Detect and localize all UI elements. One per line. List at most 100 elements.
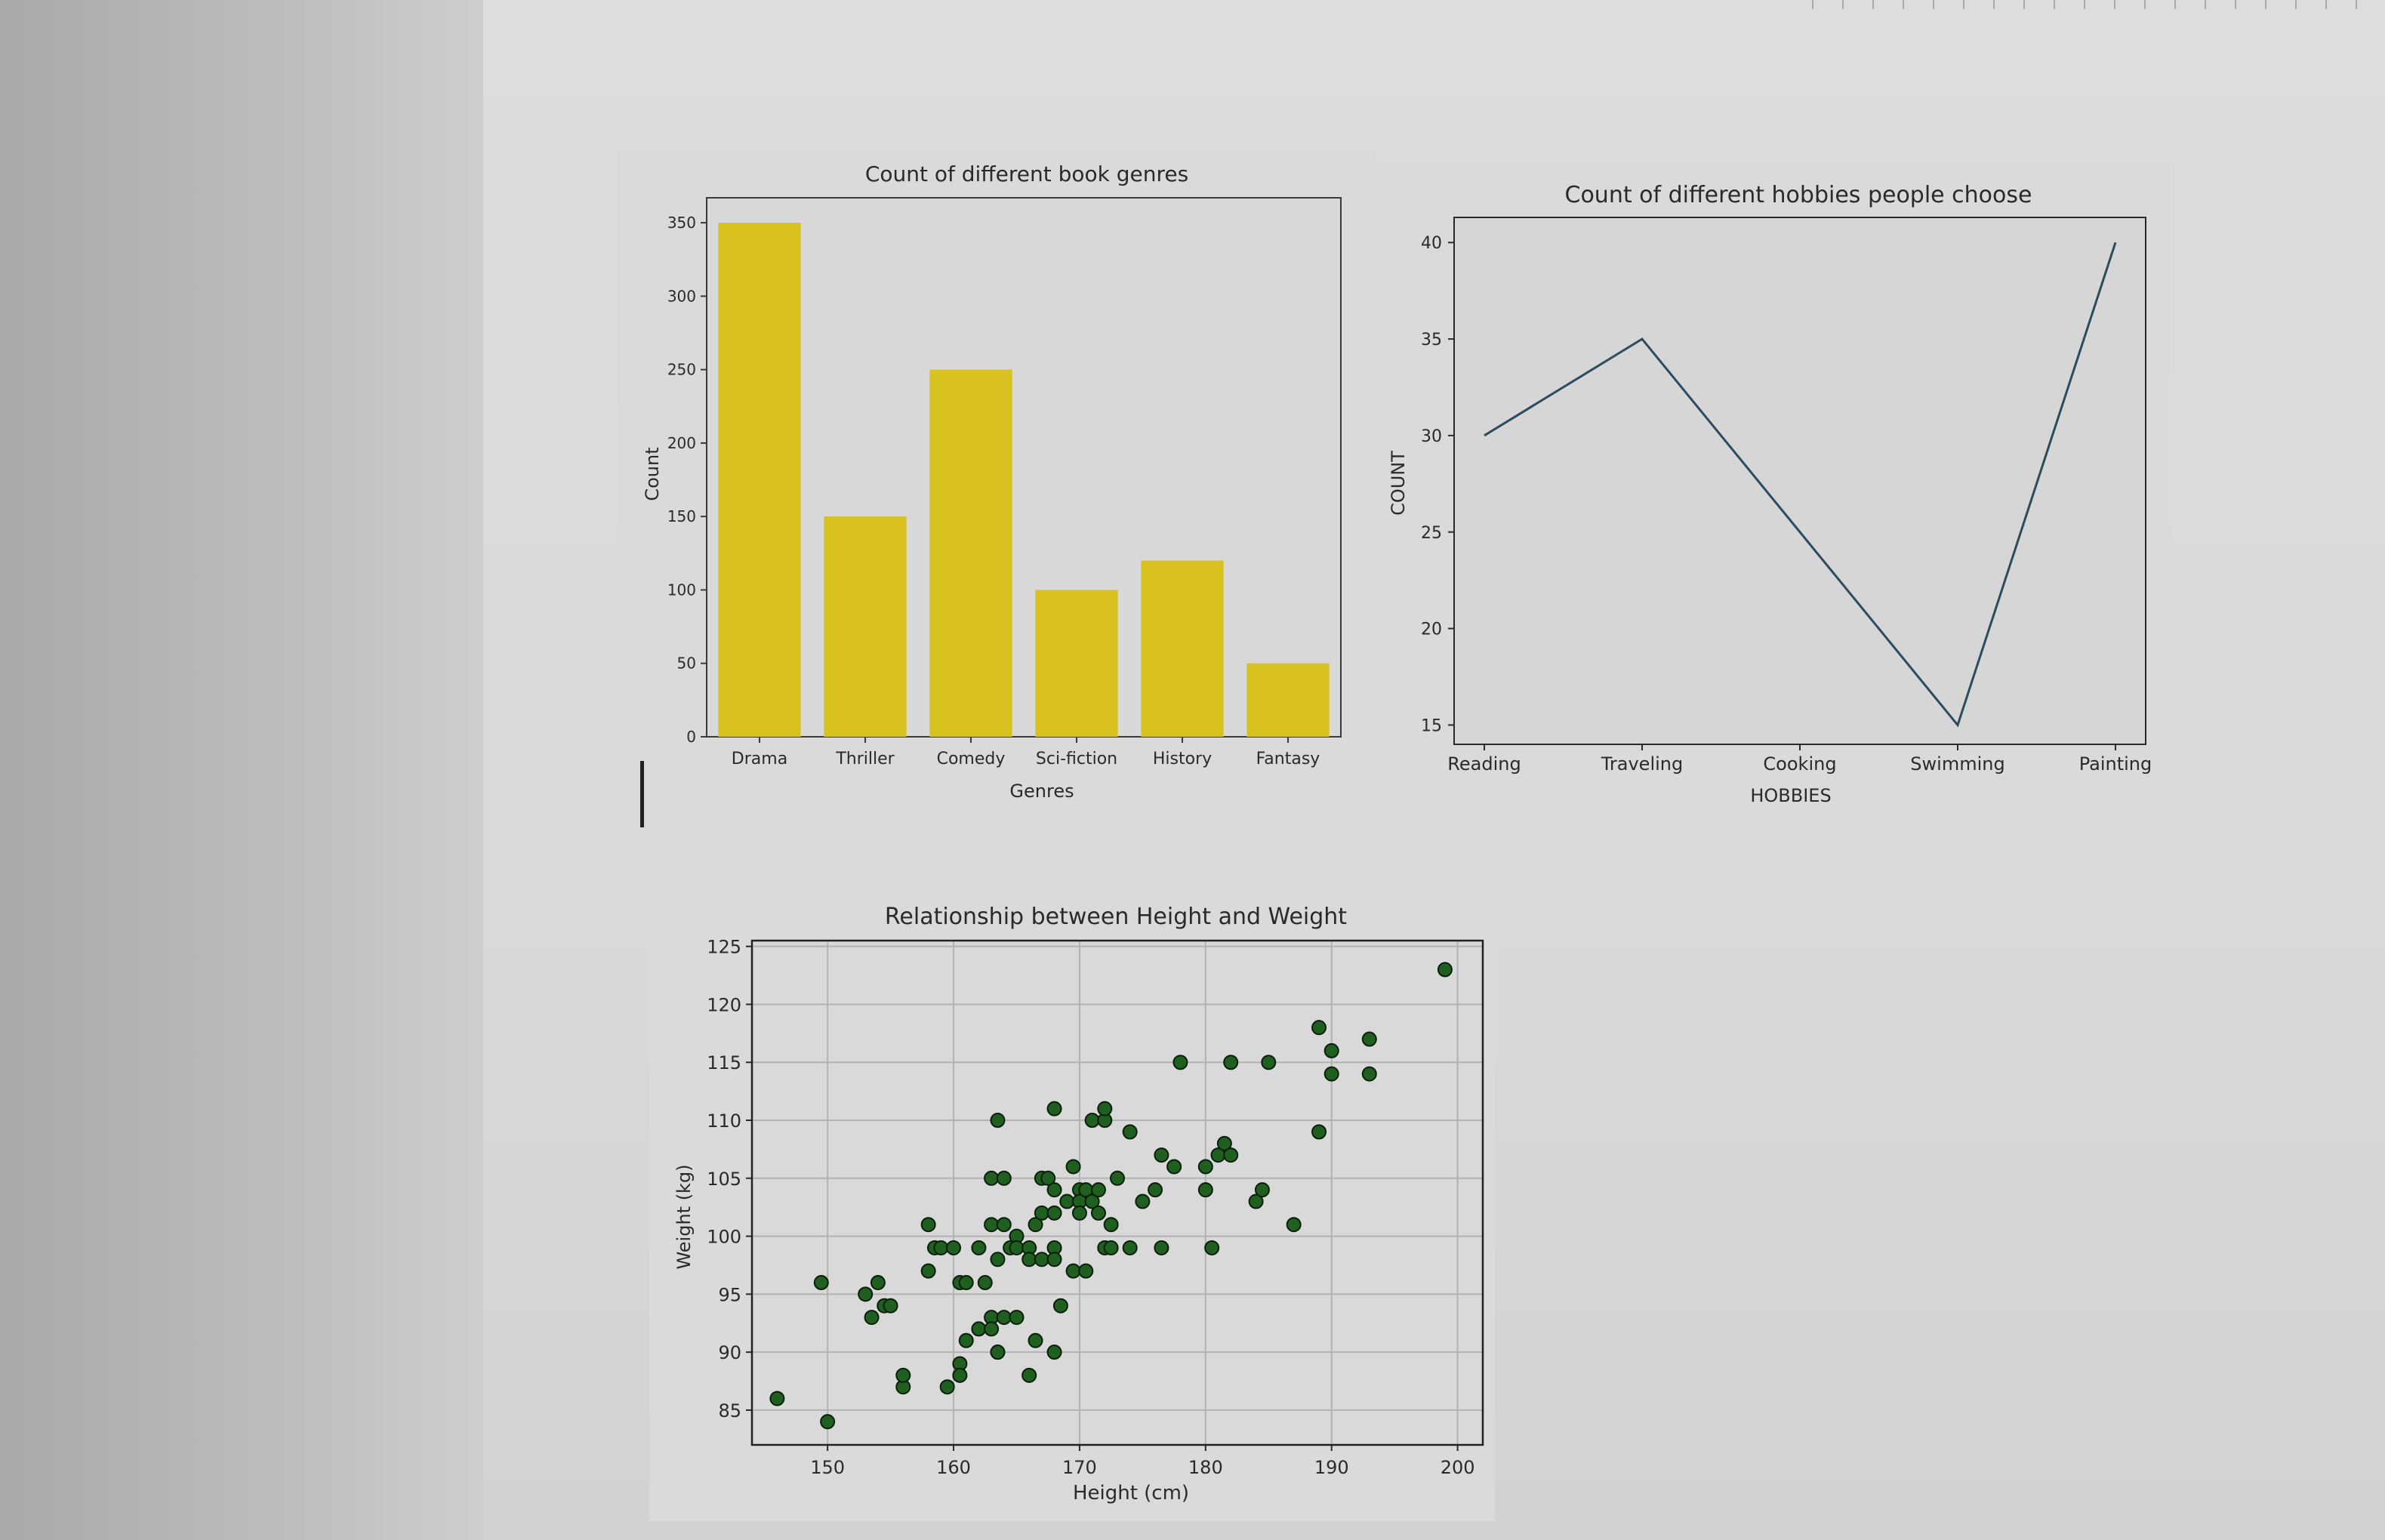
scatter-point	[958, 1275, 974, 1291]
bar-sci-fiction	[1035, 590, 1118, 737]
scatter-point	[1361, 1066, 1377, 1082]
scatter-point	[946, 1240, 962, 1255]
line-xtick-label: Painting	[2079, 753, 2152, 775]
scatter-xtick-label: 200	[1441, 1457, 1475, 1478]
scatter-point	[996, 1217, 1012, 1233]
scatter-ytick-label: 115	[707, 1052, 741, 1073]
bar-xtick-label: Sci-fiction	[1036, 750, 1117, 768]
scatter-point	[1034, 1205, 1049, 1221]
bar-chart-xlabel: Genres	[1009, 781, 1074, 802]
scatter-point	[1197, 1182, 1213, 1198]
line-ytick-label: 30	[1421, 427, 1442, 446]
scatter-point	[920, 1217, 936, 1233]
scatter-point	[769, 1391, 785, 1406]
scatter-point	[1103, 1240, 1119, 1255]
scatter-point	[1028, 1332, 1043, 1348]
scatter-point	[1135, 1194, 1151, 1209]
scatter-ytick-label: 90	[718, 1342, 741, 1363]
scatter-point	[1154, 1147, 1169, 1163]
bar-xtick-label: History	[1153, 750, 1212, 768]
bar-xtick-label: Fantasy	[1256, 750, 1320, 768]
line-ytick-label: 40	[1421, 234, 1442, 253]
scatter-ytick-label: 100	[707, 1227, 741, 1248]
line-ytick-label: 15	[1421, 716, 1442, 735]
scatter-xtick-label: 170	[1062, 1457, 1097, 1478]
scatter-point	[1197, 1159, 1213, 1175]
line-ytick-label: 20	[1421, 621, 1442, 639]
scatter-point	[820, 1414, 836, 1430]
scatter-point	[1028, 1217, 1043, 1233]
scatter-ytick-label: 95	[718, 1284, 741, 1305]
scatter-point	[971, 1321, 987, 1337]
scatter-point	[1216, 1135, 1232, 1151]
ruler-strip	[1812, 0, 2385, 9]
scatter-point	[1286, 1217, 1302, 1233]
bar-comedy	[929, 369, 1012, 737]
scatter-ytick-label: 125	[707, 937, 741, 958]
scatter-point	[1166, 1159, 1182, 1175]
scatter-point	[1040, 1170, 1056, 1186]
line-series	[1484, 242, 2117, 728]
scatter-point	[1071, 1205, 1087, 1221]
scatter-point	[1009, 1310, 1025, 1326]
scatter-point	[1361, 1031, 1377, 1047]
line-chart-title: Count of different hobbies people choose	[1565, 182, 2032, 208]
scatter-point	[1046, 1182, 1062, 1198]
scatter-point	[990, 1344, 1006, 1360]
scatter-point	[971, 1240, 987, 1255]
bar-history	[1141, 560, 1224, 737]
scatter-point	[1034, 1252, 1049, 1267]
scatter-point	[977, 1275, 993, 1291]
scatter-point	[1090, 1205, 1106, 1221]
scatter-point	[990, 1252, 1006, 1267]
scatter-chart-title: Relationship between Height and Weight	[885, 904, 1347, 930]
bar-ytick-label: 200	[667, 434, 696, 452]
line-xtick-label: Cooking	[1763, 753, 1836, 775]
scatter-point	[1021, 1367, 1037, 1383]
scatter-point	[864, 1310, 880, 1326]
line-chart-ylabel: COUNT	[1388, 451, 1409, 516]
scatter-point	[1311, 1124, 1327, 1140]
scatter-point	[1154, 1240, 1169, 1255]
scatter-xtick-label: 180	[1188, 1457, 1223, 1478]
scatter-point	[1046, 1101, 1062, 1116]
bar-ytick-label: 100	[667, 581, 696, 599]
scatter-point	[1084, 1113, 1100, 1129]
scatter-frame	[750, 939, 1484, 1446]
scatter-point	[1148, 1182, 1163, 1198]
scatter-point	[1084, 1194, 1100, 1209]
line-xtick-label: Traveling	[1601, 753, 1683, 775]
scatter-plot-area	[752, 941, 1483, 1445]
scatter-ytick-label: 110	[707, 1110, 741, 1132]
scatter-xtick-label: 160	[936, 1457, 971, 1478]
scatter-point	[1097, 1101, 1113, 1116]
bar-plot-area	[706, 197, 1342, 738]
scatter-point	[1122, 1124, 1138, 1140]
bar-ytick-label: 0	[686, 728, 696, 746]
scatter-point	[1046, 1205, 1062, 1221]
scatter-point	[1103, 1217, 1119, 1233]
line-xtick-label: Reading	[1447, 753, 1521, 775]
scatter-point	[1223, 1055, 1239, 1070]
scatter-ytick-label: 85	[718, 1400, 741, 1421]
scatter-point	[1046, 1252, 1062, 1267]
scatter-point	[939, 1379, 955, 1395]
scatter-point	[1065, 1159, 1081, 1175]
scatter-point	[1065, 1263, 1081, 1279]
bar-ytick-label: 50	[677, 654, 696, 673]
scatter-point	[1437, 962, 1453, 978]
scatter-point	[984, 1321, 1000, 1337]
bar-ytick-label: 350	[667, 214, 696, 232]
scatter-point	[1323, 1043, 1339, 1058]
text-cursor	[640, 761, 644, 827]
bar-ytick-label: 300	[667, 287, 696, 305]
scatter-ytick-label: 105	[707, 1169, 741, 1190]
scatter-point	[1052, 1298, 1068, 1314]
scatter-point	[1090, 1182, 1106, 1198]
line-chart-xlabel: HOBBIES	[1750, 785, 1831, 806]
bar-ytick-label: 150	[667, 507, 696, 525]
scatter-point	[1261, 1055, 1277, 1070]
scatter-point	[920, 1263, 936, 1279]
scatter-point	[1078, 1263, 1094, 1279]
